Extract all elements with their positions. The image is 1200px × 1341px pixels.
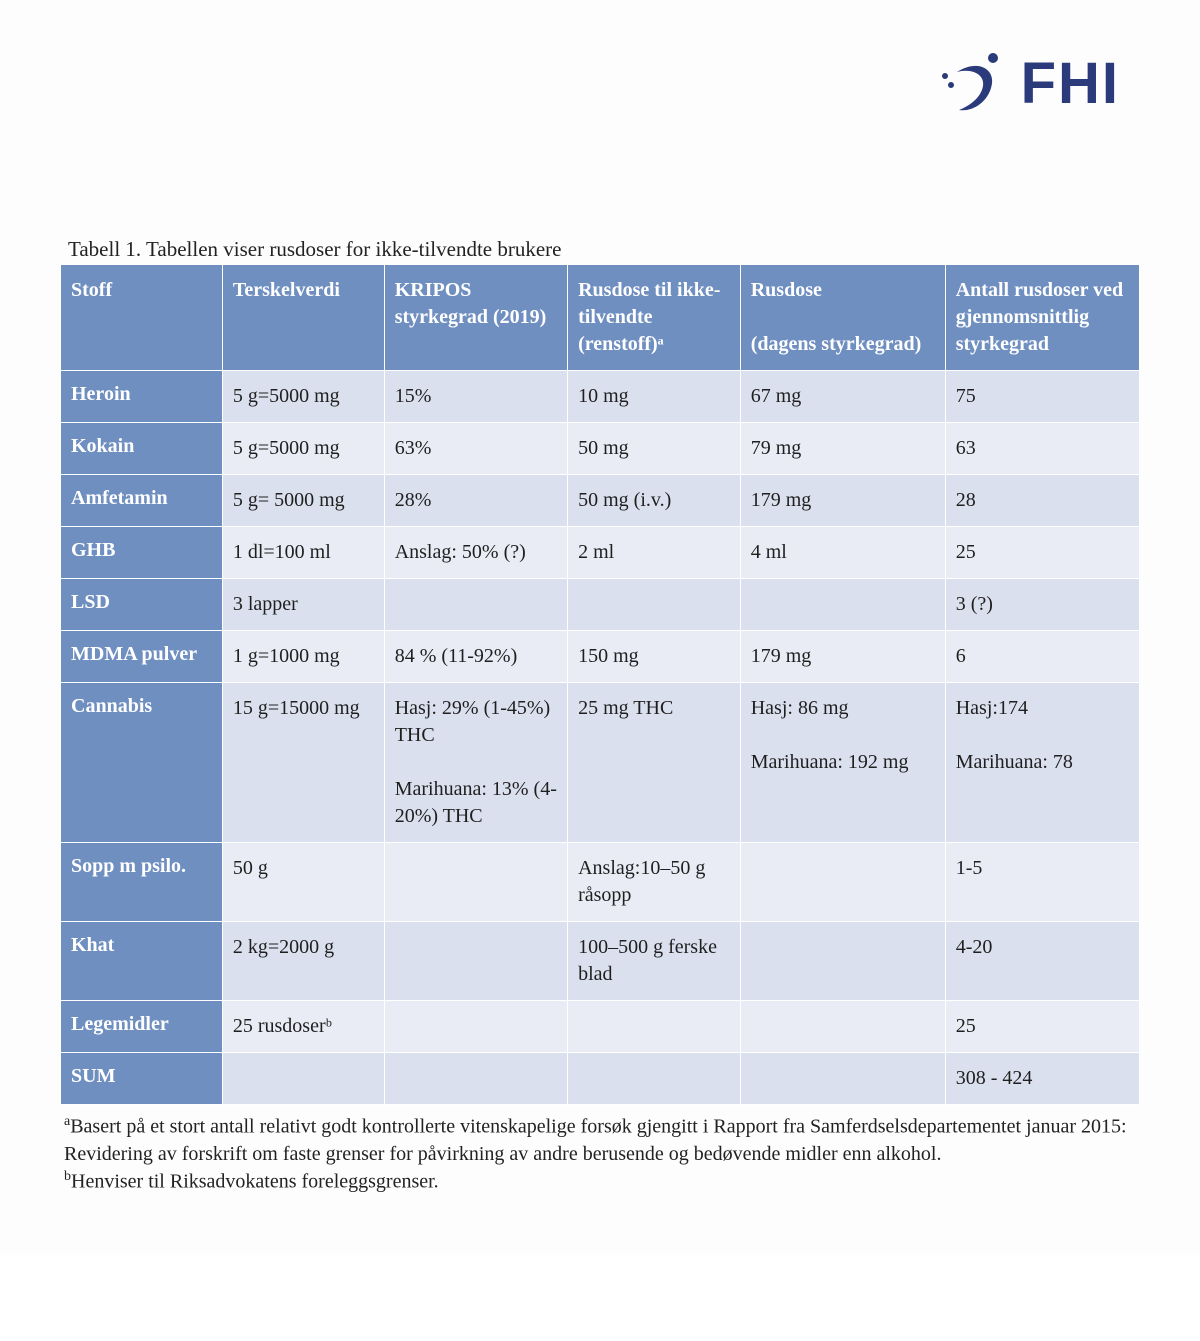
table-cell [384, 843, 567, 922]
table-cell: 2 kg=2000 g [222, 922, 384, 1001]
row-label: Cannabis [61, 683, 223, 843]
table-cell: 15 g=15000 mg [222, 683, 384, 843]
table-cell [384, 1001, 567, 1053]
table-cell: 10 mg [568, 371, 741, 423]
table-row: MDMA pulver1 g=1000 mg84 % (11-92%)150 m… [61, 631, 1140, 683]
table-cell [568, 1001, 741, 1053]
table-cell [568, 1053, 741, 1105]
table-row: GHB1 dl=100 mlAnslag: 50% (?)2 ml4 ml25 [61, 527, 1140, 579]
row-label: LSD [61, 579, 223, 631]
table-cell: Anslag: 50% (?) [384, 527, 567, 579]
table-row: SUM 308 - 424 [61, 1053, 1140, 1105]
table-row: Sopp m psilo.50 g Anslag:10–50 g råsopp 1-… [61, 843, 1140, 922]
table-header-row: StoffTerskelverdiKRIPOS styrkegrad (2019… [61, 265, 1140, 371]
table-cell: Anslag:10–50 g råsopp [568, 843, 741, 922]
fhi-logo-icon [937, 52, 1007, 116]
header: FHI [60, 40, 1140, 157]
table-row: Legemidler25 rusdoserᵇ 25 [61, 1001, 1140, 1053]
table-cell: 308 - 424 [945, 1053, 1139, 1105]
table-cell: Hasj: 29% (1-45%) THC Marihuana: 13% (4-… [384, 683, 567, 843]
table-row: LSD3 lapper 3 (?) [61, 579, 1140, 631]
table-cell [384, 922, 567, 1001]
table-cell: 2 ml [568, 527, 741, 579]
table-cell: 100–500 g ferske blad [568, 922, 741, 1001]
table-cell: 63 [945, 423, 1139, 475]
row-label: Kokain [61, 423, 223, 475]
table-cell: 79 mg [740, 423, 945, 475]
table-cell: 25 mg THC [568, 683, 741, 843]
table-cell: 50 g [222, 843, 384, 922]
column-header: Terskelverdi [222, 265, 384, 371]
row-label: MDMA pulver [61, 631, 223, 683]
table-row: Kokain5 g=5000 mg63%50 mg79 mg63 [61, 423, 1140, 475]
table-cell: 25 rusdoserᵇ [222, 1001, 384, 1053]
table-cell: 1 g=1000 mg [222, 631, 384, 683]
table-row: Amfetamin5 g= 5000 mg28%50 mg (i.v.)179 … [61, 475, 1140, 527]
table-cell: 5 g=5000 mg [222, 423, 384, 475]
table-row: Heroin5 g=5000 mg15%10 mg67 mg75 [61, 371, 1140, 423]
table-cell: 4 ml [740, 527, 945, 579]
column-header: Rusdose til ikke-tilvendte (renstoff)ᵃ [568, 265, 741, 371]
table-cell [740, 1001, 945, 1053]
column-header: Antall rusdoser ved gjennomsnittlig styr… [945, 265, 1139, 371]
row-label: Heroin [61, 371, 223, 423]
page: FHI Tabell 1. Tabellen viser rusdoser fo… [0, 0, 1200, 1255]
table-cell: 25 [945, 527, 1139, 579]
footnote-b: bHenviser til Riksadvokatens foreleggsgr… [64, 1168, 1136, 1196]
table-cell: Hasj: 86 mg Marihuana: 192 mg [740, 683, 945, 843]
footnote-a: aBasert på et stort antall relativt godt… [64, 1113, 1136, 1168]
table-cell: Hasj:174 Marihuana: 78 [945, 683, 1139, 843]
table-cell [740, 843, 945, 922]
table-cell: 28 [945, 475, 1139, 527]
row-label: Legemidler [61, 1001, 223, 1053]
fhi-logo-text: FHI [1021, 50, 1120, 117]
table-body: Heroin5 g=5000 mg15%10 mg67 mg75Kokain5 … [61, 371, 1140, 1105]
table-cell: 150 mg [568, 631, 741, 683]
table-cell: 63% [384, 423, 567, 475]
table-cell [568, 579, 741, 631]
table-cell: 67 mg [740, 371, 945, 423]
table-cell [384, 1053, 567, 1105]
row-label: Sopp m psilo. [61, 843, 223, 922]
table-cell: 1 dl=100 ml [222, 527, 384, 579]
table-cell: 3 (?) [945, 579, 1139, 631]
table-cell: 84 % (11-92%) [384, 631, 567, 683]
table-cell: 179 mg [740, 475, 945, 527]
table-cell: 28% [384, 475, 567, 527]
table-cell: 1-5 [945, 843, 1139, 922]
table-caption: Tabell 1. Tabellen viser rusdoser for ik… [68, 237, 1140, 262]
table-cell: 5 g= 5000 mg [222, 475, 384, 527]
table-cell: 4-20 [945, 922, 1139, 1001]
row-label: Khat [61, 922, 223, 1001]
table-cell: 15% [384, 371, 567, 423]
table-cell: 3 lapper [222, 579, 384, 631]
row-label: GHB [61, 527, 223, 579]
row-label: SUM [61, 1053, 223, 1105]
table-cell [740, 922, 945, 1001]
table-header: StoffTerskelverdiKRIPOS styrkegrad (2019… [61, 265, 1140, 371]
column-header: Stoff [61, 265, 223, 371]
table-cell [384, 579, 567, 631]
column-header: Rusdose (dagens styrkegrad) [740, 265, 945, 371]
table-cell [740, 1053, 945, 1105]
row-label: Amfetamin [61, 475, 223, 527]
table-cell [740, 579, 945, 631]
table-cell: 75 [945, 371, 1139, 423]
fhi-logo: FHI [937, 50, 1120, 117]
column-header: KRIPOS styrkegrad (2019) [384, 265, 567, 371]
table-row: Cannabis15 g=15000 mgHasj: 29% (1-45%) T… [61, 683, 1140, 843]
table-cell [222, 1053, 384, 1105]
footnotes: aBasert på et stort antall relativt godt… [64, 1113, 1136, 1195]
table-cell: 6 [945, 631, 1139, 683]
table-cell: 25 [945, 1001, 1139, 1053]
dose-table: StoffTerskelverdiKRIPOS styrkegrad (2019… [60, 264, 1140, 1105]
table-row: Khat2 kg=2000 g 100–500 g ferske blad 4-20 [61, 922, 1140, 1001]
table-cell: 5 g=5000 mg [222, 371, 384, 423]
table-cell: 50 mg (i.v.) [568, 475, 741, 527]
table-cell: 50 mg [568, 423, 741, 475]
table-cell: 179 mg [740, 631, 945, 683]
